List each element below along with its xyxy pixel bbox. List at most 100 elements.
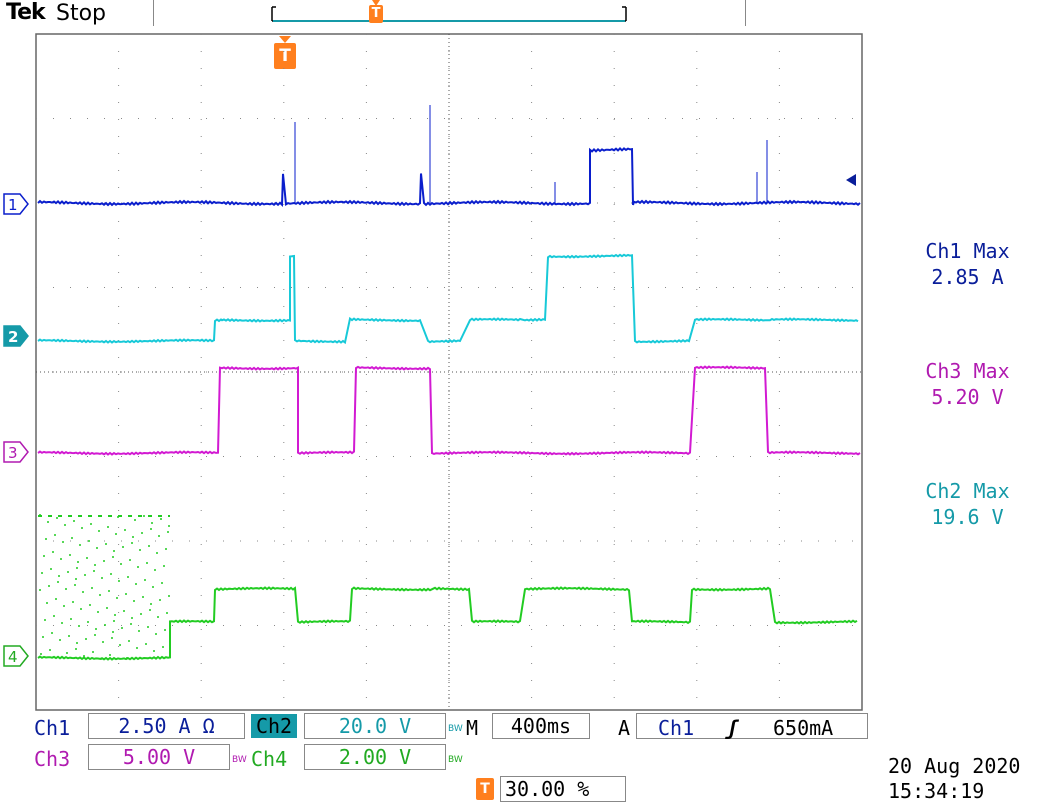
ch4-sample-dot	[145, 643, 147, 645]
ch4-sample-dot	[165, 548, 167, 550]
trigger-source: Ch1	[658, 716, 695, 740]
ch4-sample-dot	[69, 554, 71, 556]
ch4-sample-dot	[99, 594, 101, 596]
trigger-position-value[interactable]: 30.00 %	[500, 776, 626, 802]
ch4-sample-dot	[142, 596, 144, 598]
ch4-sample-dot	[147, 626, 149, 628]
ch4-sample-dot	[71, 537, 73, 539]
ch1-label[interactable]: Ch1	[34, 716, 71, 740]
time-display: 15:34:19	[888, 779, 985, 803]
measurement-ch3-max: Ch3 Max 5.20 V	[880, 358, 1055, 410]
ch4-sample-dot	[81, 527, 83, 529]
ch4-sample-dot	[45, 538, 47, 540]
date-display: 20 Aug 2020	[888, 754, 1021, 778]
ch4-sample-dot	[159, 599, 161, 601]
ch4-sample-dot	[104, 624, 106, 626]
ch4-sample-dot	[149, 609, 151, 611]
ch1-scale[interactable]: 2.50 A Ω	[88, 713, 245, 739]
ch4-sample-dot	[73, 520, 75, 522]
ch4-sample-dot	[138, 630, 140, 632]
record-trigger-marker[interactable]: T	[369, 5, 383, 23]
ch4-sample-dot	[39, 589, 41, 591]
ch4-label[interactable]: Ch4	[251, 747, 288, 771]
ch4-sample-dot	[53, 615, 55, 617]
ch4-sample-dot	[112, 631, 114, 633]
ch4-sample-dot	[51, 632, 53, 634]
ch3-label[interactable]: Ch3	[34, 747, 71, 771]
ch2-marker-label: 2	[8, 328, 18, 346]
ch4-sample-dot	[135, 583, 137, 585]
ch4-sample-dot	[112, 556, 114, 558]
ch2-ground-marker[interactable]: 2	[3, 325, 33, 347]
ch4-sample-dot	[76, 642, 78, 644]
ch4-sample-dot	[96, 547, 98, 549]
ch4-sample-dot	[95, 628, 97, 630]
trigger-settings-box[interactable]	[636, 713, 868, 739]
ch4-sample-dot	[118, 580, 120, 582]
ch4-sample-dot	[86, 557, 88, 559]
ch4-sample-dot	[121, 627, 123, 629]
ch4-sample-dot	[141, 532, 143, 534]
trigger-level-arrow-icon[interactable]	[844, 172, 860, 188]
ch4-sample-dot	[109, 654, 111, 656]
ch4-sample-dot	[57, 581, 59, 583]
ch4-sample-dot	[41, 572, 43, 574]
ch4-sample-dot	[89, 604, 91, 606]
ch4-sample-dot	[126, 657, 128, 659]
ch3-ground-marker[interactable]: 3	[3, 441, 33, 463]
ch2-scale[interactable]: 20.0 V	[304, 713, 446, 739]
ch4-sample-dot	[59, 639, 61, 641]
ch4-sample-dot	[125, 593, 127, 595]
ch4-sample-dot	[72, 601, 74, 603]
ch4-trace	[37, 586, 858, 661]
trigger-position-icon: T	[476, 778, 494, 800]
ch4-sample-dot	[124, 529, 126, 531]
ch3-trace	[37, 365, 861, 456]
trigger-mode: A	[618, 716, 631, 740]
measurement-value: 19.6 V	[931, 505, 1004, 529]
ch4-sample-dot	[155, 633, 157, 635]
ch4-sample-dot	[137, 566, 139, 568]
ch4-bandwidth-limit-icon: BW	[448, 755, 463, 765]
ch4-sample-dot	[48, 585, 50, 587]
record-trigger-arrow-icon	[372, 0, 380, 6]
ch4-sample-dot	[84, 574, 86, 576]
ch4-sample-dot	[106, 607, 108, 609]
ch4-sample-dot	[129, 559, 131, 561]
ch4-sample-dot	[150, 603, 152, 605]
waveforms	[37, 105, 861, 661]
ch4-sample-dot	[87, 621, 89, 623]
brand-logo: Tek	[6, 0, 46, 25]
ch4-scale[interactable]: 2.00 V	[304, 744, 446, 770]
trigger-position-marker[interactable]: T	[274, 43, 296, 69]
ch1-ground-marker[interactable]: 1	[3, 193, 29, 215]
ch4-sample-dot	[56, 517, 58, 519]
ch4-sample-dot	[88, 540, 90, 542]
ch4-sample-dot	[150, 528, 152, 530]
ch4-sample-dot	[76, 567, 78, 569]
header-divider	[153, 0, 154, 26]
ch4-sample-dot	[46, 602, 48, 604]
ch2-trace	[37, 253, 859, 345]
ch4-ground-marker[interactable]: 4	[3, 645, 33, 667]
ch4-sample-dot	[70, 618, 72, 620]
ch2-label[interactable]: Ch2	[251, 714, 297, 738]
trigger-position-arrow-icon	[279, 36, 291, 43]
header-divider	[745, 0, 746, 26]
timebase-value[interactable]: 400ms	[492, 713, 590, 739]
ch4-sample-dot	[103, 560, 105, 562]
record-position-bar[interactable]	[271, 4, 627, 24]
ch4-sample-dot	[75, 578, 77, 580]
ch4-sample-dot	[97, 611, 99, 613]
ch4-sample-dot	[158, 535, 160, 537]
ch4-sample-dot	[131, 542, 133, 544]
ch4-sample-dot	[166, 612, 168, 614]
ch4-sample-dot	[60, 558, 62, 560]
measurement-ch2-max: Ch2 Max 19.6 V	[880, 478, 1055, 530]
ch4-sample-dot	[144, 579, 146, 581]
ch4-sample-dot	[63, 605, 65, 607]
ch4-sample-dot	[49, 649, 51, 651]
ch3-scale[interactable]: 5.00 V	[88, 744, 230, 770]
ch4-sample-dot	[132, 536, 134, 538]
